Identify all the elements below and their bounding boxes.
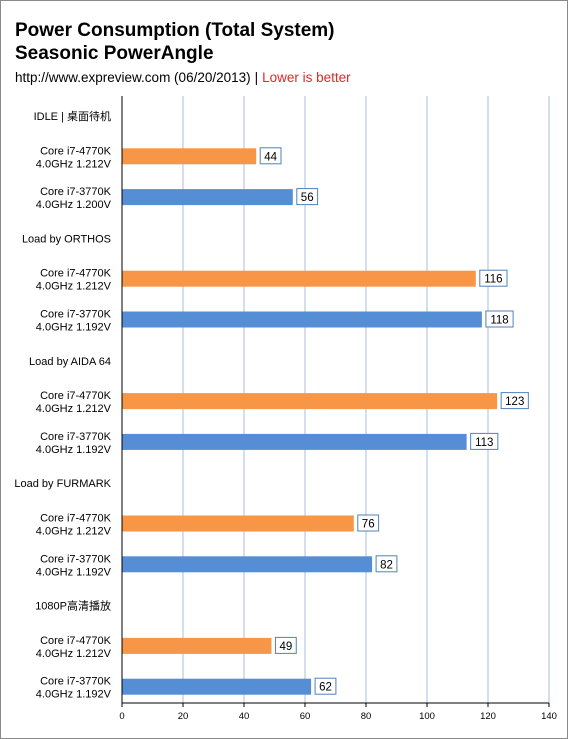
x-tick-label: 80	[361, 711, 372, 722]
data-label-box	[470, 432, 499, 450]
bar-i7-3770k	[122, 678, 312, 695]
x-tick-label: 140	[541, 711, 557, 722]
bar-category-label: Core i7-4770K 4.0GHz 1.212V	[36, 268, 112, 293]
data-label: 49	[279, 641, 292, 653]
bar-i7-3770k	[122, 311, 482, 328]
data-label-box	[296, 188, 319, 206]
chart-title-line-2: Seasonic PowerAngle	[15, 43, 214, 64]
x-tick-label: 100	[419, 711, 435, 722]
bar-i7-4770k	[122, 148, 257, 165]
bar-i7-4770k	[122, 393, 498, 410]
data-label: 118	[490, 315, 508, 327]
x-tick-label: 120	[480, 711, 496, 722]
subtitle-separator: |	[254, 70, 259, 85]
group-label: Load by AIDA 64	[29, 356, 111, 368]
bar-i7-4770k	[122, 270, 476, 287]
group-label: Load by ORTHOS	[22, 233, 111, 245]
bar-category-label: Core i7-3770K 4.0GHz 1.192V	[36, 431, 112, 456]
x-tick-label: 20	[178, 711, 189, 722]
data-label: 76	[362, 519, 375, 531]
data-label-box	[485, 310, 514, 328]
data-label: 82	[380, 559, 393, 571]
bar-category-label: Core i7-4770K 4.0GHz 1.212V	[36, 390, 112, 415]
data-label: 56	[301, 192, 314, 204]
bar-category-label: Core i7-3770K 4.0GHz 1.192V	[36, 676, 112, 701]
data-label-box	[479, 269, 508, 287]
x-tick-label: 60	[300, 711, 311, 722]
data-label: 62	[319, 682, 332, 694]
chart-title-line-1: Power Consumption (Total System)	[15, 20, 335, 41]
data-label: 113	[475, 437, 493, 449]
data-label-box	[375, 555, 398, 573]
x-tick-label: 0	[119, 711, 124, 722]
group-label: 1080P高清播放	[35, 599, 111, 613]
bar-category-label: Core i7-3770K 4.0GHz 1.200V	[36, 186, 112, 211]
bar-i7-3770k	[122, 556, 373, 573]
bar-category-label: Core i7-3770K 4.0GHz 1.192V	[36, 553, 112, 578]
bar-category-label: Core i7-4770K 4.0GHz 1.212V	[36, 145, 112, 170]
lower-is-better-note: Lower is better	[262, 70, 351, 85]
data-label: 116	[484, 274, 502, 286]
data-label: 123	[505, 396, 524, 408]
bar-category-label: Core i7-3770K 4.0GHz 1.192V	[36, 309, 112, 334]
group-label: IDLE | 桌面待机	[34, 109, 111, 123]
x-tick-label: 40	[239, 711, 250, 722]
group-label: Load by FURMARK	[14, 478, 111, 490]
data-label-box	[314, 677, 337, 695]
data-label-box	[259, 147, 282, 165]
bar-i7-3770k	[122, 433, 467, 450]
bar-i7-3770k	[122, 189, 293, 206]
source-text: http://www.expreview.com (06/20/2013)	[15, 70, 251, 85]
data-label-box	[357, 514, 380, 532]
data-label-box	[274, 636, 297, 654]
bar-i7-4770k	[122, 515, 354, 532]
data-label-box	[500, 392, 529, 410]
bar-category-label: Core i7-4770K 4.0GHz 1.212V	[36, 513, 112, 538]
chart-subtitle: http://www.expreview.com (06/20/2013) | Lo…	[15, 70, 351, 85]
bar-category-label: Core i7-4770K 4.0GHz 1.212V	[36, 635, 112, 660]
data-label: 44	[264, 151, 277, 163]
bar-i7-4770k	[122, 637, 272, 654]
